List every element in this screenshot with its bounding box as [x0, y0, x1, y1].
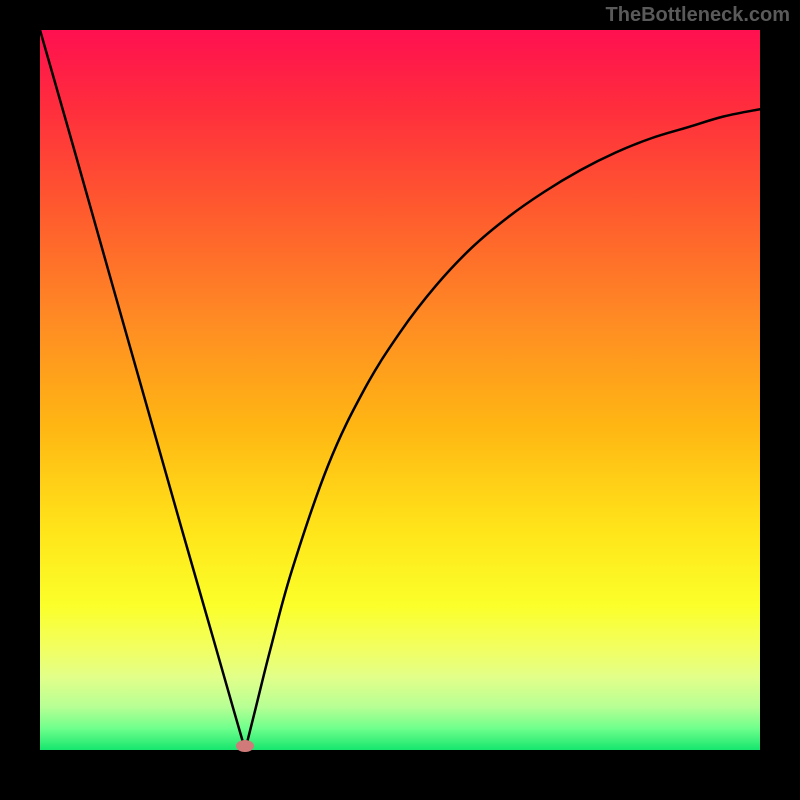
minimum-marker: [236, 740, 254, 752]
curve-left-branch: [40, 30, 245, 750]
chart-root: TheBottleneck.com: [0, 0, 800, 800]
plot-area: [40, 30, 760, 750]
curve-right-branch: [245, 109, 760, 750]
curve-layer: [40, 30, 760, 750]
watermark-text: TheBottleneck.com: [606, 4, 790, 27]
